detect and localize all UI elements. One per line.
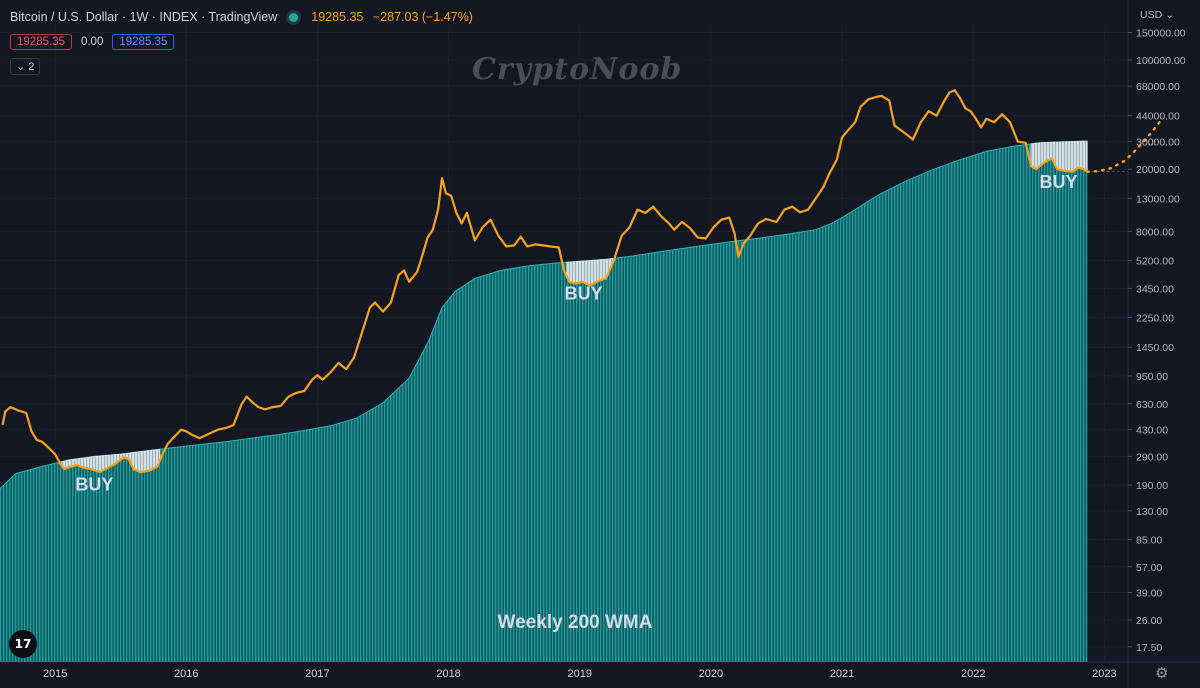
x-tick-label: 2023 <box>1092 668 1116 680</box>
watermark-logo: CryptoNoob <box>472 52 683 87</box>
tradingview-logo-icon[interactable]: 17 <box>9 630 37 658</box>
y-tick-label: 430.00 <box>1136 425 1168 437</box>
last-price: 19285.35 <box>311 10 364 24</box>
currency-label: USD <box>1140 9 1163 21</box>
y-tick-label: 190.00 <box>1136 480 1168 492</box>
y-tick-label: 5200.00 <box>1136 256 1174 268</box>
y-tick-label: 630.00 <box>1136 399 1168 411</box>
y-tick-label: 3450.00 <box>1136 283 1174 295</box>
separator: · <box>121 10 130 24</box>
source-label: TradingView <box>208 10 278 24</box>
y-tick-label: 30000.00 <box>1136 137 1180 149</box>
y-tick-label: 44000.00 <box>1136 111 1180 123</box>
spread-value: 0.00 <box>80 36 104 48</box>
y-tick-label: 290.00 <box>1136 451 1168 463</box>
x-tick-label: 2018 <box>436 668 460 680</box>
symbol-name[interactable]: Bitcoin / U.S. Dollar <box>10 10 119 24</box>
buy-label: BUY <box>1039 172 1077 192</box>
buy-button[interactable]: 19285.35 <box>112 34 175 50</box>
x-tick-label: 2016 <box>174 668 198 680</box>
wma-area-layer <box>0 140 1088 662</box>
price-line <box>1 89 1088 474</box>
wma-label: Weekly 200 WMA <box>498 612 653 633</box>
y-tick-label: 130.00 <box>1136 506 1168 518</box>
x-tick-label: 2022 <box>961 668 985 680</box>
y-tick-label: 2250.00 <box>1136 312 1174 324</box>
wma-line <box>0 140 1088 490</box>
x-tick-label: 2021 <box>830 668 854 680</box>
y-tick-label: 100000.00 <box>1136 55 1186 67</box>
y-axis[interactable]: 150000.00 100000.00 68000.00 44000.00 30000.… <box>1128 27 1186 654</box>
x-axis[interactable]: 2015 2016 2017 2018 2019 2020 2021 2022 2023 <box>43 668 1117 680</box>
y-tick-label: 17.50 <box>1136 642 1162 654</box>
sell-button[interactable]: 19285.35 <box>10 34 72 50</box>
y-tick-label: 39.00 <box>1136 587 1162 599</box>
gear-icon[interactable]: ⚙ <box>1155 665 1169 682</box>
y-tick-label: 1450.00 <box>1136 342 1174 354</box>
currency-dropdown[interactable]: USD ⌄ <box>1140 9 1174 21</box>
x-tick-label: 2019 <box>567 668 591 680</box>
separator: · <box>201 10 209 24</box>
price-change: −287.03 (−1.47%) <box>372 10 473 24</box>
trade-buttons: 19285.35 0.00 19285.35 <box>10 34 175 50</box>
y-tick-label: 85.00 <box>1136 535 1162 547</box>
wma-area <box>0 141 1088 662</box>
separator: · <box>151 10 160 24</box>
interval-label[interactable]: 1W <box>129 10 149 24</box>
buy-zone-layer <box>61 140 1088 473</box>
chevron-down-icon: ⌄ <box>16 61 26 73</box>
annotation-layer: BUY BUY BUY Weekly 200 WMA <box>75 171 1128 633</box>
y-tick-label: 8000.00 <box>1136 226 1174 238</box>
exchange-label: INDEX <box>159 10 198 24</box>
y-tick-label: 20000.00 <box>1136 164 1180 176</box>
market-status-icon <box>288 13 298 22</box>
y-tick-label: 13000.00 <box>1136 193 1180 205</box>
buy-label: BUY <box>75 474 113 494</box>
x-tick-label: 2020 <box>699 668 723 680</box>
y-tick-label: 68000.00 <box>1136 81 1180 93</box>
symbol-header: Bitcoin / U.S. Dollar · 1W · INDEX · Tra… <box>10 10 473 24</box>
indicators-count: 2 <box>28 61 35 73</box>
price-line-layer <box>1 89 1161 474</box>
chevron-down-icon: ⌄ <box>1165 9 1174 21</box>
y-tick-label: 950.00 <box>1136 371 1168 383</box>
x-tick-label: 2015 <box>43 668 67 680</box>
projection-line <box>1086 121 1161 173</box>
y-tick-label: 150000.00 <box>1136 27 1186 39</box>
x-tick-label: 2017 <box>305 668 329 680</box>
y-tick-label: 26.00 <box>1136 615 1162 627</box>
buy-label: BUY <box>565 283 603 303</box>
y-tick-label: 57.00 <box>1136 562 1162 574</box>
indicators-toggle[interactable]: ⌄ 2 <box>10 58 41 75</box>
